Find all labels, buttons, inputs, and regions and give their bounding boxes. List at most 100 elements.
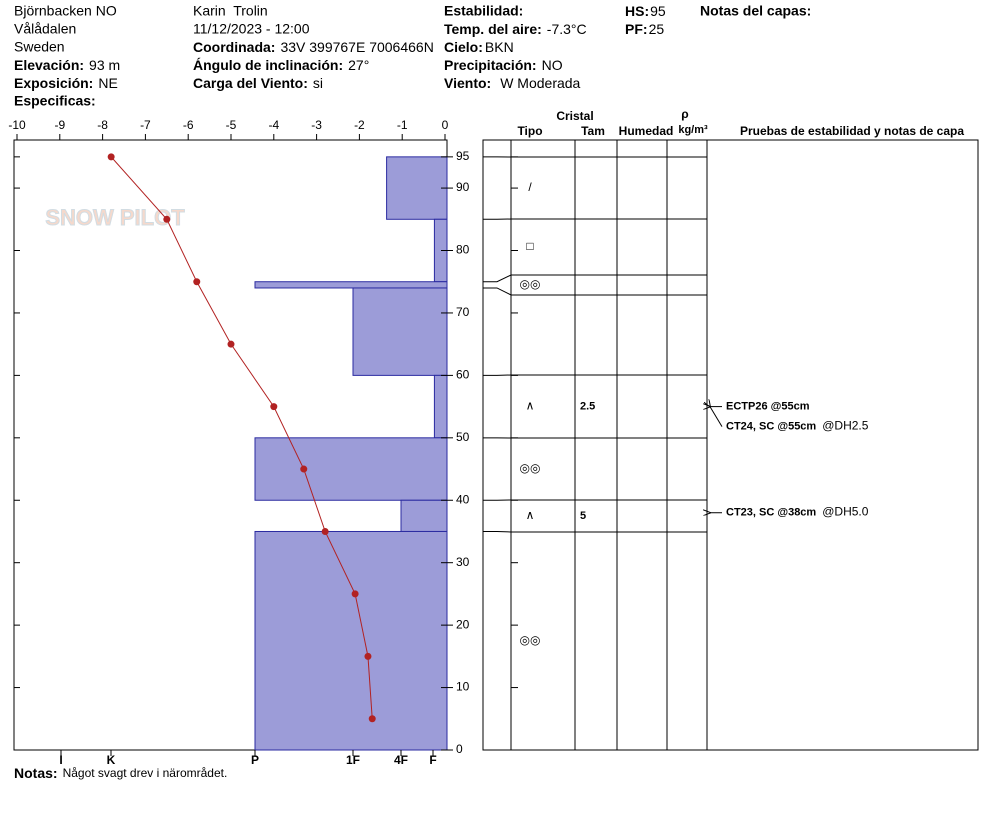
- wind-loading-value: si: [313, 75, 323, 91]
- height-tick-label: 0: [456, 742, 463, 756]
- grain-type: ◎◎: [520, 277, 541, 291]
- notes-label: Notas:: [14, 765, 58, 781]
- height-tick-label: 70: [456, 305, 470, 319]
- stability-test: CT23, SC @38cm @DH5.0: [726, 505, 869, 519]
- grain-size: 5: [580, 510, 586, 522]
- temperature-point: [193, 278, 201, 286]
- height-tick-label: 20: [456, 617, 470, 631]
- temperature-point: [351, 590, 359, 598]
- layer-connector: [483, 274, 707, 283]
- header-tests: Pruebas de estabilidad y notas de capa: [740, 124, 964, 138]
- pf-value: 25: [649, 21, 665, 37]
- stability-label: Estabilidad:: [444, 3, 523, 19]
- coordinates-value: 33V 399767E 7006466N: [280, 39, 433, 55]
- hardness-bar: [254, 530, 448, 751]
- notes-text: Något svagt drev i närområdet.: [63, 766, 228, 780]
- grain-type: ◎◎: [520, 461, 541, 475]
- coordinates: Coordinada: 33V 399767E 7006466N: [193, 39, 434, 55]
- temperature-line: [110, 156, 373, 719]
- precipitation-label: Precipitación:: [444, 57, 537, 73]
- pf: PF:25: [625, 21, 664, 37]
- slope: Ángulo de inclinación: 27°: [193, 57, 369, 73]
- country: Sweden: [14, 39, 65, 55]
- aspect-label: Exposición:: [14, 75, 93, 91]
- temperature-point: [321, 527, 329, 535]
- temp-tick-label: -3: [311, 118, 322, 132]
- slope-value: 27°: [348, 57, 369, 73]
- test-result: CT24, SC @55cm: [726, 421, 816, 433]
- layer-connector: [483, 530, 707, 533]
- location: Björnbacken NO: [14, 3, 117, 19]
- hardness-bar: [400, 499, 448, 532]
- grain-type: /: [528, 180, 532, 194]
- layer-table-frame: [482, 139, 979, 751]
- hardness-bar: [352, 287, 448, 376]
- sky-value: BKN: [485, 39, 514, 55]
- header-moisture: Humedad: [619, 124, 674, 138]
- temperature-point: [368, 715, 376, 723]
- height-tick-label: 95: [456, 149, 470, 163]
- temperature-point: [107, 153, 115, 161]
- temp-tick-label: -10: [8, 118, 26, 132]
- temp-tick-label: -4: [268, 118, 279, 132]
- grain-type: □: [526, 239, 533, 253]
- temperature-point: [270, 403, 278, 411]
- specifics-label: Especificas:: [14, 93, 96, 109]
- height-tick-label: 90: [456, 180, 470, 194]
- temp-tick-label: -5: [226, 118, 237, 132]
- hardness-tick-label: 4F: [394, 753, 408, 767]
- layer-connector: [483, 287, 707, 296]
- layer-notes-label: Notas del capas:: [700, 3, 811, 19]
- grain-type: ∧: [526, 508, 535, 522]
- temp-tick-label: -2: [354, 118, 365, 132]
- test-arrow: [710, 407, 723, 427]
- temp-tick-label: -7: [140, 118, 151, 132]
- wind-loading-label: Carga del Viento:: [193, 75, 308, 91]
- region: Vålådalen: [14, 21, 76, 37]
- height-tick-label: 60: [456, 368, 470, 382]
- temperature-point: [364, 652, 372, 660]
- elevation-label: Elevación:: [14, 57, 84, 73]
- coordinates-label: Coordinada:: [193, 39, 275, 55]
- aspect-value: NE: [98, 75, 117, 91]
- test-detail: @DH5.0: [822, 505, 869, 519]
- datetime: 11/12/2023 - 12:00: [193, 21, 310, 37]
- slope-label: Ángulo de inclinación:: [193, 57, 343, 73]
- air-temp-value: -7.3°C: [547, 21, 587, 37]
- hardness-bar: [254, 281, 448, 289]
- test-result: CT23, SC @38cm: [726, 507, 816, 519]
- stability-test: ECTP26 @55cm: [726, 401, 810, 413]
- watermark: SNOW PILOT: [45, 205, 185, 230]
- aspect: Exposición: NE: [14, 75, 118, 91]
- temp-tick-label: -8: [97, 118, 108, 132]
- stability-test: CT24, SC @55cm @DH2.5: [726, 419, 869, 433]
- observer: Karin Trolin: [193, 3, 268, 19]
- hs-value: 95: [650, 3, 666, 19]
- sky: Cielo: BKN: [444, 39, 514, 55]
- temp-tick-label: -6: [183, 118, 194, 132]
- hardness-tick-label: P: [251, 753, 259, 767]
- sky-label: Cielo:: [444, 39, 483, 55]
- height-tick-label: 50: [456, 430, 470, 444]
- grain-size: 2.5: [580, 400, 595, 412]
- wind-label: Viento:: [444, 75, 491, 91]
- height-tick-label: 30: [456, 555, 470, 569]
- precipitation: Precipitación: NO: [444, 57, 563, 73]
- test-detail: @DH2.5: [822, 419, 869, 433]
- height-tick-label: 40: [456, 492, 470, 506]
- temperature-point: [227, 340, 235, 348]
- wind-value: W Moderada: [500, 75, 580, 91]
- header-size: Tam: [581, 124, 605, 138]
- elevation-value: 93 m: [89, 57, 120, 73]
- air-temp: Temp. del aire: -7.3°C: [444, 21, 587, 37]
- header-density: ρ: [681, 107, 688, 121]
- wind-loading: Carga del Viento: si: [193, 75, 323, 91]
- header-density-unit: kg/m³: [678, 124, 708, 136]
- height-tick-label: 80: [456, 243, 470, 257]
- wind: Viento: W Moderada: [444, 75, 581, 91]
- temp-tick-label: -1: [397, 118, 408, 132]
- header-type: Tipo: [517, 124, 542, 138]
- hardness-bar: [254, 437, 448, 501]
- temperature-point: [300, 465, 308, 473]
- hardness-tick-label: 1F: [346, 753, 360, 767]
